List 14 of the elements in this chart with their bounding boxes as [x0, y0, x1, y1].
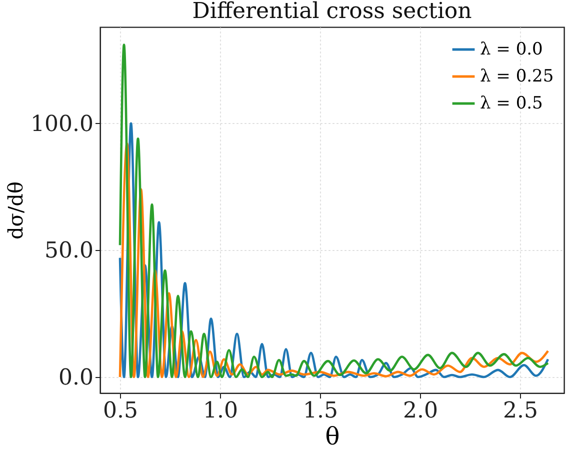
legend-label: λ = 0.0 — [480, 40, 543, 60]
x-tick-label: 0.5 — [103, 398, 138, 424]
legend-label: λ = 0.5 — [480, 94, 543, 114]
y-tick-label: 50.0 — [44, 238, 94, 264]
x-axis-title: θ — [325, 422, 340, 450]
chart-title: Differential cross section — [192, 0, 472, 24]
x-tick-label: 2.0 — [403, 398, 438, 424]
x-tick-label: 2.5 — [503, 398, 538, 424]
y-axis-title: dσ/dθ — [4, 181, 28, 240]
x-tick-label: 1.0 — [203, 398, 238, 424]
x-tick-label: 1.5 — [303, 398, 338, 424]
legend-label: λ = 0.25 — [480, 66, 554, 86]
y-tick-label: 100.0 — [30, 112, 94, 137]
y-tick-label: 0.0 — [58, 366, 94, 391]
